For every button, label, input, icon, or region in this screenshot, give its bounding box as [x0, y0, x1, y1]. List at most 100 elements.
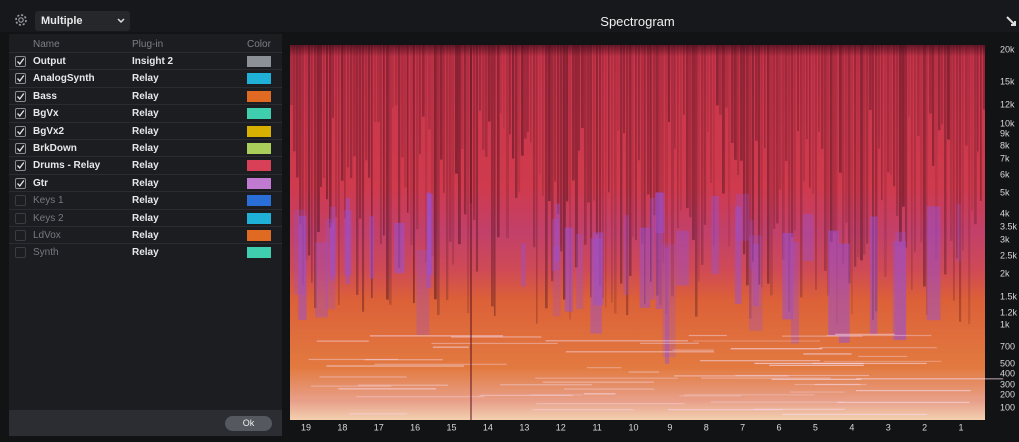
texture-stripe: [464, 45, 466, 214]
texture-stripe: [635, 45, 637, 240]
expand-icon[interactable]: [1005, 15, 1017, 27]
time-label: 13: [519, 422, 529, 432]
texture-harmonic: [640, 343, 699, 344]
texture-stripe: [797, 45, 799, 131]
track-row: Keys 2Relay: [9, 209, 282, 227]
texture-stripe: [968, 45, 970, 324]
texture-stripe: [578, 45, 580, 151]
track-row: OutputInsight 2: [9, 52, 282, 70]
plugin-name: Relay: [132, 247, 159, 258]
title: Spectrogram: [290, 14, 985, 29]
texture-stripe: [620, 45, 622, 284]
texture-stripe: [791, 45, 793, 237]
checkbox[interactable]: [15, 56, 26, 67]
color-swatch[interactable]: [247, 160, 271, 171]
checkbox[interactable]: [15, 126, 26, 137]
texture-purple: [650, 198, 654, 300]
texture-harmonic: [451, 336, 541, 337]
texture-stripe: [512, 45, 514, 159]
texture-purple: [298, 216, 306, 320]
texture-stripe: [566, 45, 568, 201]
texture-stripe: [458, 45, 461, 244]
texture-stripe: [416, 45, 419, 229]
color-swatch[interactable]: [247, 247, 271, 258]
view-select[interactable]: Multiple: [35, 11, 130, 31]
checkbox[interactable]: [15, 143, 26, 154]
toolbar: Multiple Spectrogram: [0, 0, 1019, 32]
texture-stripe: [350, 45, 352, 178]
frequency-label: 200: [1000, 389, 1015, 399]
texture-stripe: [323, 45, 325, 178]
color-swatch[interactable]: [247, 108, 271, 119]
texture-stripe: [341, 45, 343, 181]
checkbox[interactable]: [15, 108, 26, 119]
texture-stripe: [467, 45, 469, 313]
color-swatch[interactable]: [247, 143, 271, 154]
texture-stripe: [548, 45, 551, 201]
texture-stripe: [410, 45, 413, 245]
texture-harmonic: [812, 363, 926, 364]
settings-button[interactable]: [13, 12, 29, 28]
frequency-label: 8k: [1000, 140, 1010, 150]
texture-stripe: [557, 45, 559, 214]
texture-stripe: [596, 45, 598, 235]
texture-stripe: [695, 45, 698, 317]
time-label: 2: [922, 422, 927, 432]
color-swatch[interactable]: [247, 230, 271, 241]
checkbox[interactable]: [15, 73, 26, 84]
texture-stripe: [452, 45, 454, 265]
color-swatch[interactable]: [247, 56, 271, 67]
checkbox[interactable]: [15, 247, 26, 258]
texture-stripe: [857, 45, 860, 257]
track-row: BgVxRelay: [9, 104, 282, 122]
texture-stripe: [812, 45, 814, 194]
texture-purple: [927, 206, 941, 320]
track-name: Bass: [33, 91, 57, 102]
texture-stripe: [392, 45, 394, 107]
time-label: 9: [667, 422, 672, 432]
checkbox[interactable]: [15, 230, 26, 241]
texture-stripe: [824, 45, 827, 271]
checkbox[interactable]: [15, 91, 26, 102]
ok-button[interactable]: Ok: [225, 416, 272, 431]
texture-harmonic: [326, 365, 464, 366]
texture-stripe: [611, 45, 613, 303]
texture-stripe: [653, 45, 656, 215]
checkbox[interactable]: [15, 213, 26, 224]
time-label: 5: [813, 422, 818, 432]
color-swatch[interactable]: [247, 178, 271, 189]
texture-stripe: [359, 45, 361, 219]
checkbox[interactable]: [15, 195, 26, 206]
checkbox[interactable]: [15, 178, 26, 189]
color-swatch[interactable]: [247, 73, 271, 84]
frequency-label: 3k: [1000, 234, 1010, 244]
color-swatch[interactable]: [247, 91, 271, 102]
texture-stripe: [704, 45, 706, 225]
color-swatch[interactable]: [247, 195, 271, 206]
texture-stripe: [830, 45, 833, 242]
texture-harmonic: [772, 379, 862, 380]
color-swatch[interactable]: [247, 126, 271, 137]
texture-purple: [640, 228, 650, 308]
texture-stripe: [422, 45, 425, 117]
texture-harmonic: [370, 335, 503, 336]
frequency-label: 300: [1000, 379, 1015, 389]
texture-purple: [315, 242, 328, 317]
texture-stripe: [860, 45, 863, 260]
track-name: LdVox: [33, 230, 61, 241]
texture-stripe: [734, 45, 737, 160]
texture-stripe: [800, 45, 802, 297]
texture-stripe: [842, 45, 844, 264]
texture-stripe: [929, 45, 932, 114]
color-swatch[interactable]: [247, 213, 271, 224]
track-name: Keys 1: [33, 195, 64, 206]
texture-stripe: [449, 45, 452, 242]
texture-stripe: [809, 45, 811, 188]
texture-harmonic: [731, 348, 822, 349]
plugin-name: Relay: [132, 195, 159, 206]
frequency-label: 12k: [1000, 99, 1015, 109]
checkbox[interactable]: [15, 160, 26, 171]
texture-stripe: [623, 45, 625, 133]
texture-stripe: [518, 45, 520, 192]
texture-purple: [749, 235, 762, 330]
